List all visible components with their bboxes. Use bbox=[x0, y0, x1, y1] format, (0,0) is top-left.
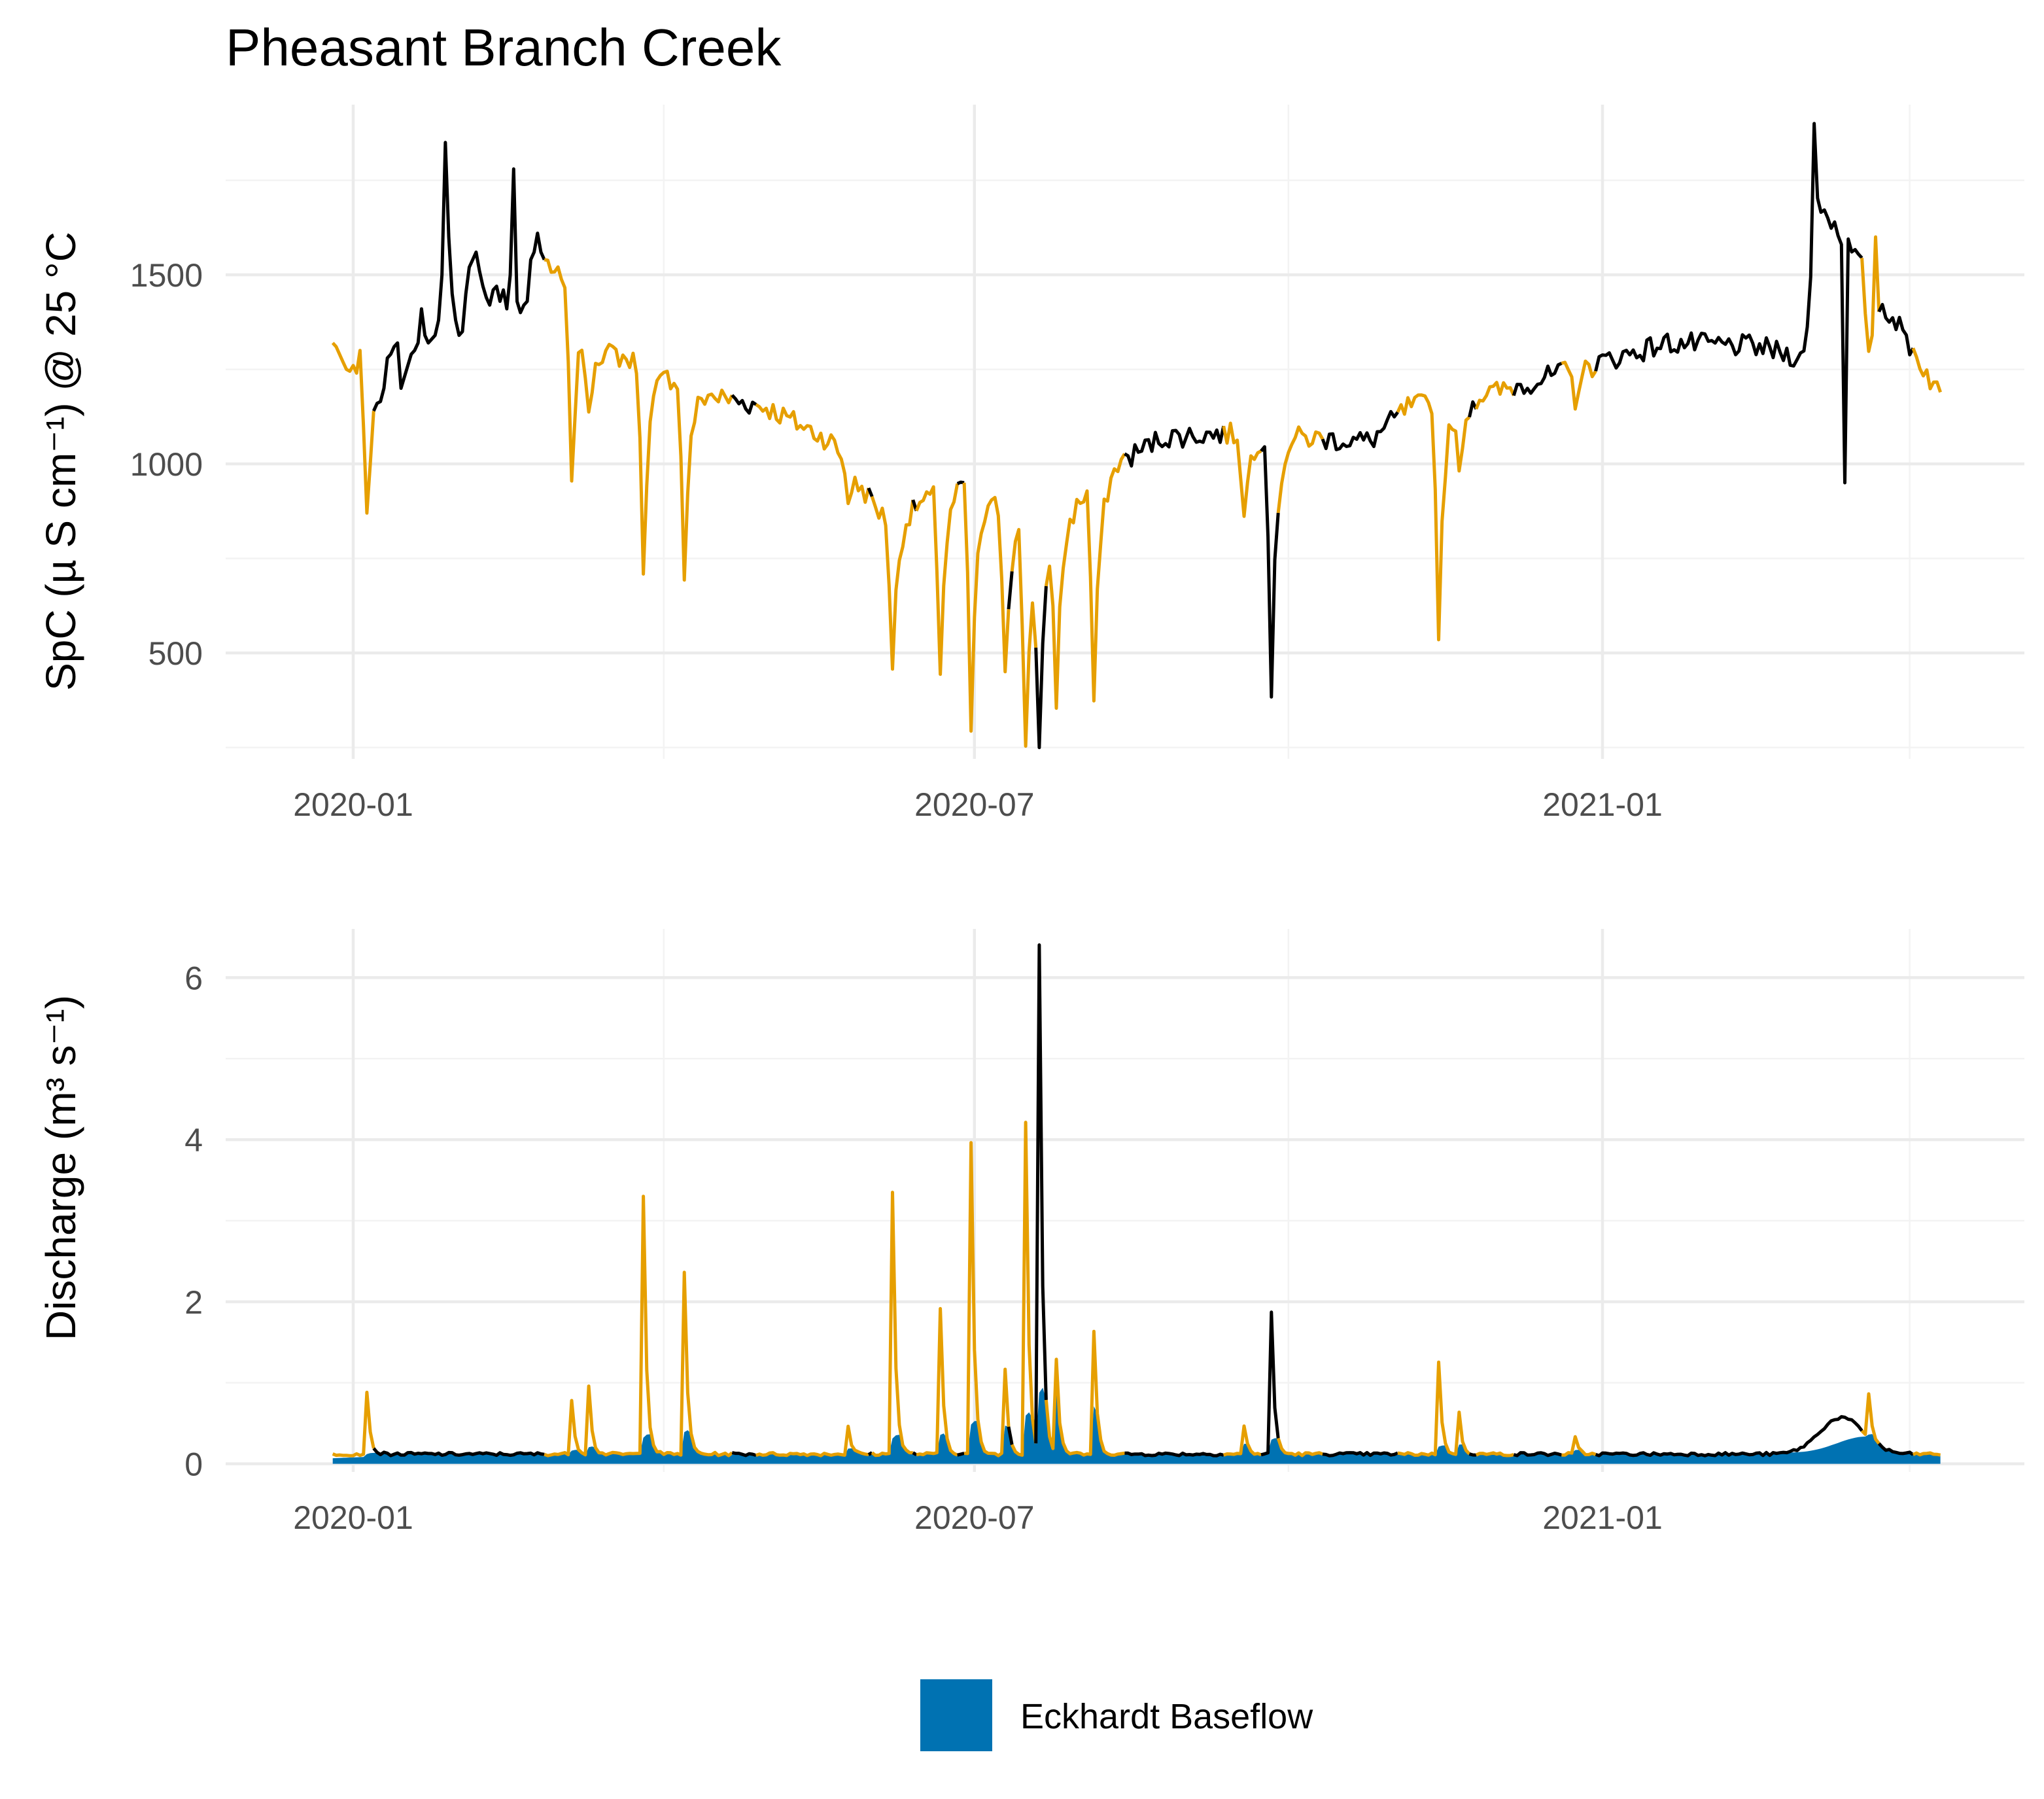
discharge-event-segment bbox=[332, 1390, 375, 1458]
spc-event-segment bbox=[962, 482, 1011, 733]
spc-x-tick-labels: 2020-01 2020-07 2021-01 bbox=[293, 786, 1663, 823]
spc-observed-segment bbox=[1877, 303, 1915, 357]
legend-label-baseflow: Eckhardt Baseflow bbox=[1020, 1697, 1313, 1736]
spc-event-segment bbox=[1911, 347, 1942, 393]
spc-observed-segment bbox=[1321, 410, 1399, 451]
spc-observed-segment bbox=[372, 141, 546, 412]
spc-y-tick-labels: 500 1000 1500 bbox=[130, 257, 203, 672]
discharge-event-segment bbox=[1860, 1392, 1880, 1445]
discharge-observed-segment bbox=[1124, 1451, 1224, 1458]
discharge-y-axis-title: Discharge (m³ s⁻¹) bbox=[37, 995, 84, 1340]
discharge-observed-segment bbox=[1007, 1426, 1014, 1445]
discharge-observed-segment bbox=[1468, 1452, 1476, 1457]
discharge-observed-segment bbox=[1513, 1451, 1563, 1458]
discharge-observed-segment bbox=[731, 1451, 757, 1458]
discharge-event-segment bbox=[1561, 1435, 1597, 1457]
spc-observed-segment bbox=[867, 487, 874, 497]
y-tick-label: 500 bbox=[148, 635, 203, 672]
discharge-observed-segment bbox=[957, 1452, 965, 1457]
spc-observed-segment bbox=[1124, 425, 1226, 468]
spc-observed-segment bbox=[731, 394, 757, 415]
spc-event-segment bbox=[1561, 359, 1597, 411]
spc-event-segment bbox=[1276, 425, 1325, 514]
x-tick-label: 2020-07 bbox=[914, 786, 1035, 823]
spc-event-segment bbox=[1044, 453, 1126, 710]
discharge-observed-segment bbox=[1595, 1415, 1863, 1458]
discharge-gridlines bbox=[226, 929, 2024, 1472]
x-tick-label: 2020-01 bbox=[293, 786, 413, 823]
x-tick-label: 2020-01 bbox=[293, 1499, 413, 1536]
discharge-event-segment bbox=[916, 1306, 958, 1457]
spc-y-axis-title: SpC (µ S cm⁻¹) @ 25 °C bbox=[37, 232, 84, 691]
discharge-event-segment bbox=[1276, 1437, 1324, 1458]
discharge-event-segment bbox=[1010, 1121, 1038, 1457]
spc-event-segment bbox=[870, 496, 915, 671]
legend-key-baseflow bbox=[920, 1679, 992, 1751]
discharge-x-tick-labels: 2020-01 2020-07 2021-01 bbox=[293, 1499, 1663, 1536]
discharge-y-tick-labels: 0 2 4 6 bbox=[184, 960, 203, 1482]
y-tick-label: 0 bbox=[184, 1446, 203, 1483]
discharge-observed-segment bbox=[912, 1451, 918, 1456]
discharge-event-segment bbox=[1475, 1451, 1514, 1458]
discharge-observed-segment bbox=[1034, 943, 1048, 1444]
spc-event-segment bbox=[1222, 421, 1262, 518]
discharge-series bbox=[332, 943, 1941, 1458]
y-tick-label: 2 bbox=[184, 1284, 203, 1321]
discharge-event-segment bbox=[1044, 1329, 1125, 1457]
legend: Eckhardt Baseflow bbox=[920, 1679, 1313, 1751]
discharge-observed-segment bbox=[867, 1451, 873, 1456]
spc-observed-segment bbox=[1007, 571, 1014, 610]
discharge-event-segment bbox=[1912, 1451, 1941, 1457]
spc-event-segment bbox=[1474, 381, 1516, 410]
spc-panel: 500 1000 1500 2020-01 2020-07 2021-01 SpC (µ… bbox=[37, 105, 2024, 823]
baseflow-area-shape bbox=[332, 1388, 1941, 1464]
y-tick-label: 1500 bbox=[130, 257, 203, 294]
discharge-observed-segment bbox=[372, 1447, 545, 1458]
spc-event-segment bbox=[1010, 528, 1038, 748]
discharge-event-segment bbox=[1397, 1360, 1471, 1457]
spc-event-segment bbox=[755, 403, 871, 506]
discharge-event-segment bbox=[963, 1141, 1011, 1458]
x-tick-label: 2020-07 bbox=[914, 1499, 1035, 1536]
baseflow-area bbox=[332, 1388, 1941, 1464]
discharge-observed-segment bbox=[1260, 1310, 1280, 1457]
spc-event-segment bbox=[1860, 235, 1881, 353]
discharge-observed-segment bbox=[1322, 1451, 1398, 1458]
discharge-observed-segment bbox=[1877, 1442, 1914, 1456]
spc-observed-segment bbox=[1034, 585, 1048, 750]
spc-event-segment bbox=[331, 341, 375, 515]
spc-event-segment bbox=[1396, 393, 1471, 642]
discharge-event-segment bbox=[755, 1424, 869, 1458]
y-tick-label: 1000 bbox=[130, 446, 203, 483]
x-tick-label: 2021-01 bbox=[1542, 1499, 1663, 1536]
spc-gridlines bbox=[226, 105, 2024, 759]
spc-observed-segment bbox=[1512, 362, 1563, 396]
discharge-event-segment bbox=[871, 1191, 913, 1458]
spc-series bbox=[331, 122, 1942, 750]
spc-observed-segment bbox=[1468, 400, 1478, 418]
spc-observed-segment bbox=[956, 480, 965, 485]
spc-event-segment bbox=[914, 483, 960, 676]
x-tick-label: 2021-01 bbox=[1542, 786, 1663, 823]
spc-observed-segment bbox=[1260, 445, 1280, 699]
spc-event-segment bbox=[544, 258, 734, 582]
y-tick-label: 4 bbox=[184, 1122, 203, 1159]
discharge-event-segment bbox=[544, 1195, 733, 1458]
discharge-event-segment bbox=[1222, 1424, 1262, 1457]
chart-title: Pheasant Branch Creek bbox=[226, 18, 782, 77]
y-tick-label: 6 bbox=[184, 960, 203, 996]
spc-observed-segment bbox=[1594, 122, 1863, 485]
discharge-panel: 0 2 4 6 2020-01 2020-07 2021-01 Discharge (m³… bbox=[37, 929, 2024, 1536]
